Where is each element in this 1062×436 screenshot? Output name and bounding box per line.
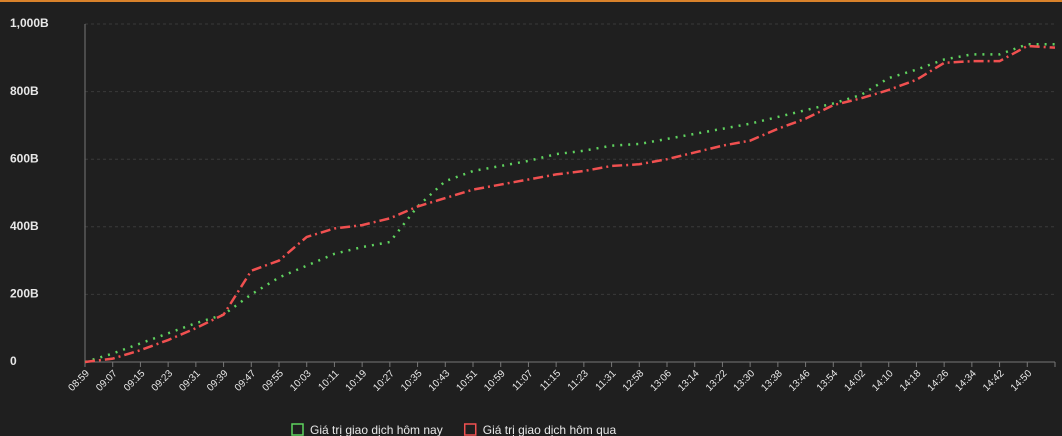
y-tick-label: 400B [10,219,39,233]
y-tick-label: 0 [10,354,17,368]
legend-swatch [463,423,477,436]
y-tick-label: 1,000B [10,16,49,30]
y-tick-label: 800B [10,84,39,98]
y-tick-label: 600B [10,151,39,165]
legend-swatch [291,423,304,436]
legend-label: Giá trị giao dịch hôm qua [483,423,617,436]
y-tick-label: 200B [10,287,39,301]
legend-label: Giá trị giao dịch hôm nay [310,423,443,436]
